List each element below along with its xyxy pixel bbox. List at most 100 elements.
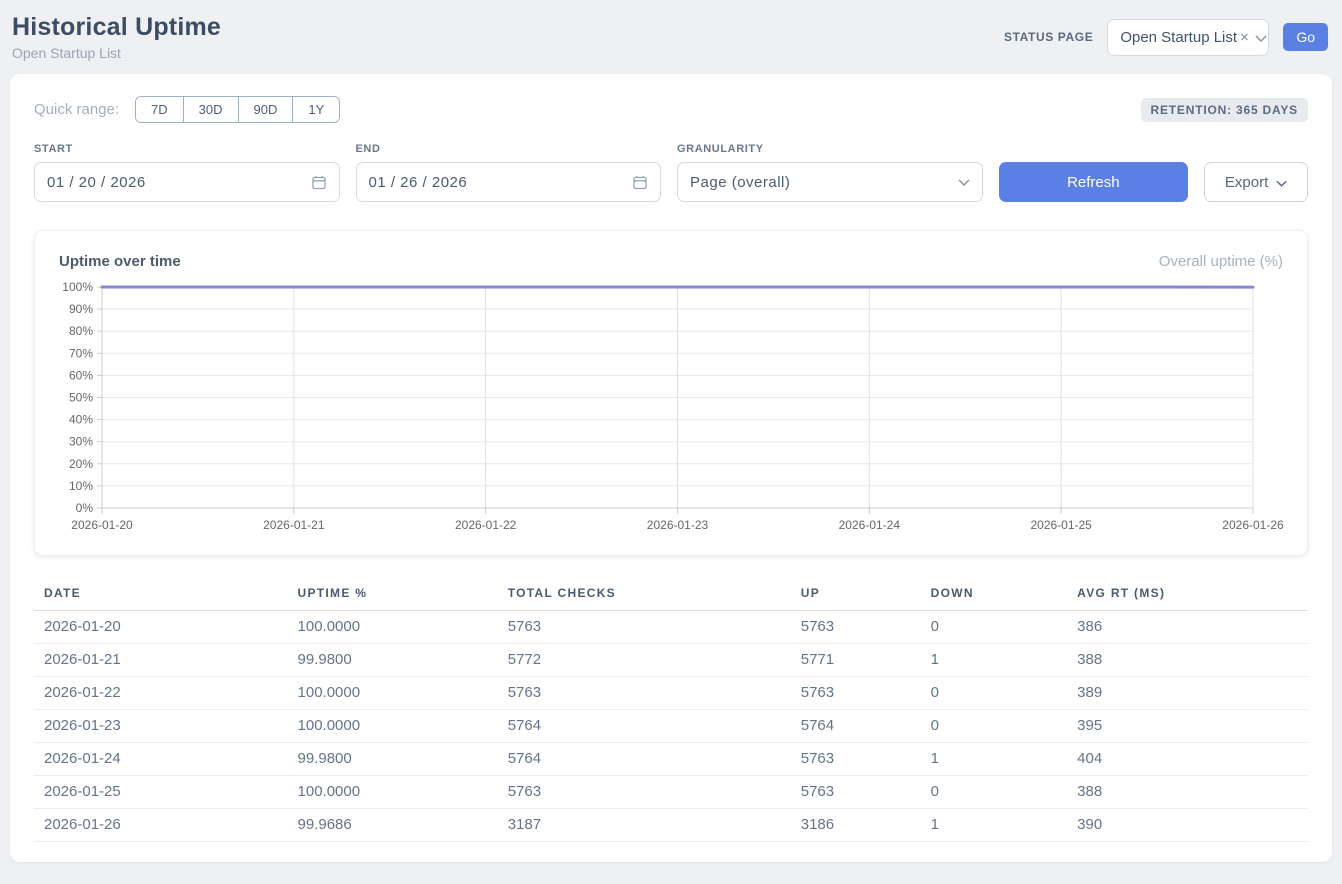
table-row: 2026-01-21 99.9800 5772 5771 1 388	[34, 643, 1308, 677]
x-tick-label: 2026-01-26	[1222, 518, 1284, 532]
table-cell: 5763	[790, 775, 921, 809]
fields-row: START 01 / 20 / 2026 END 01 / 26 / 2026 …	[34, 143, 1309, 202]
table-cell: 0	[920, 775, 1068, 809]
granularity-label: GRANULARITY	[677, 143, 764, 155]
table-cell: 100.0000	[287, 775, 498, 809]
start-date-input[interactable]: 01 / 20 / 2026	[34, 162, 340, 202]
x-tick-label: 2026-01-23	[647, 518, 709, 532]
table-cell: 5772	[497, 643, 791, 677]
table-cell: 5763	[497, 610, 791, 644]
table-row: 2026-01-20 100.0000 5763 5763 0 386	[34, 610, 1308, 644]
column-header: DOWN	[920, 578, 1068, 611]
table-cell: 1	[920, 742, 1068, 776]
table-row: 2026-01-22 100.0000 5763 5763 0 389	[34, 676, 1308, 710]
table-cell: 5764	[497, 742, 791, 776]
table-cell: 99.9800	[287, 643, 498, 677]
y-tick-label: 30%	[69, 435, 93, 449]
quick-range-30d[interactable]: 30D	[183, 97, 239, 122]
page-title: Historical Uptime	[12, 13, 222, 41]
column-header: DATE	[34, 578, 288, 611]
table-cell: 388	[1067, 643, 1308, 677]
start-field-group: START 01 / 20 / 2026	[34, 143, 340, 202]
table-cell: 0	[920, 676, 1068, 710]
x-tick-label: 2026-01-24	[839, 518, 901, 532]
table-cell: 2026-01-21	[34, 643, 288, 677]
chevron-down-icon	[1255, 29, 1267, 46]
x-tick-label: 2026-01-21	[263, 518, 325, 532]
table-cell: 395	[1067, 709, 1308, 743]
table-cell: 2026-01-22	[34, 676, 288, 710]
quick-range-group: 7D 30D 90D 1Y	[135, 96, 341, 123]
table-cell: 3186	[790, 808, 921, 842]
x-tick-label: 2026-01-25	[1030, 518, 1092, 532]
calendar-icon[interactable]	[311, 174, 327, 190]
export-button[interactable]: Export	[1204, 162, 1309, 202]
quick-range-label: Quick range:	[34, 101, 120, 118]
chart-legend: Overall uptime (%)	[1158, 253, 1283, 270]
chart-header: Uptime over time Overall uptime (%)	[59, 253, 1283, 270]
start-label: START	[34, 143, 73, 155]
chart-title: Uptime over time	[59, 253, 181, 270]
y-tick-label: 20%	[69, 457, 93, 471]
y-tick-label: 80%	[69, 324, 93, 338]
table-row: 2026-01-25 100.0000 5763 5763 0 388	[34, 775, 1308, 809]
table-cell: 390	[1067, 808, 1308, 842]
uptime-table: DATE UPTIME % TOTAL CHECKS UP DOWN AVG RT (MS…	[34, 578, 1308, 842]
y-tick-label: 70%	[69, 346, 93, 360]
go-button[interactable]: Go	[1283, 23, 1328, 51]
granularity-select[interactable]: Page (overall)	[677, 162, 983, 202]
table-cell: 99.9800	[287, 742, 498, 776]
title-block: Historical Uptime Open Startup List	[12, 13, 221, 61]
table-cell: 100.0000	[287, 676, 498, 710]
chevron-down-icon	[957, 178, 970, 186]
page-subtitle: Open Startup List	[12, 45, 121, 61]
end-label: END	[355, 143, 381, 155]
table-cell: 100.0000	[287, 610, 498, 644]
y-tick-label: 50%	[69, 391, 93, 405]
start-date-value: 01 / 20 / 2026	[47, 173, 146, 191]
export-button-label: Export	[1224, 173, 1269, 191]
chevron-down-icon	[1276, 174, 1287, 191]
end-date-input[interactable]: 01 / 26 / 2026	[355, 162, 661, 202]
quick-range-row: Quick range: 7D 30D 90D 1Y RETENTION: 36…	[34, 96, 1308, 123]
y-tick-label: 10%	[69, 479, 93, 493]
refresh-button[interactable]: Refresh	[998, 162, 1189, 202]
table-cell: 2026-01-20	[34, 610, 288, 644]
main-panel: Quick range: 7D 30D 90D 1Y RETENTION: 36…	[10, 74, 1332, 862]
retention-badge: RETENTION: 365 DAYS	[1140, 97, 1308, 122]
quick-range-1y[interactable]: 1Y	[293, 97, 340, 122]
y-tick-label: 90%	[69, 302, 93, 316]
status-page-selected-value: Open Startup List	[1120, 28, 1238, 46]
y-tick-label: 40%	[69, 413, 93, 427]
quick-range-90d[interactable]: 90D	[238, 97, 294, 122]
table-cell: 5763	[790, 742, 921, 776]
table-header-row: DATE UPTIME % TOTAL CHECKS UP DOWN AVG RT (MS…	[34, 578, 1308, 611]
quick-range-7d[interactable]: 7D	[136, 97, 184, 122]
table-cell: 100.0000	[287, 709, 498, 743]
page-header: Historical Uptime Open Startup List STAT…	[0, 0, 1342, 72]
column-header: AVG RT (MS)	[1067, 578, 1308, 611]
table-cell: 404	[1067, 742, 1308, 776]
table-cell: 5764	[790, 709, 921, 743]
table-cell: 389	[1067, 676, 1308, 710]
table-cell: 5763	[790, 676, 921, 710]
clear-icon[interactable]: ×	[1240, 28, 1249, 46]
y-tick-label: 60%	[69, 368, 93, 382]
status-page-select[interactable]: Open Startup List ×	[1107, 18, 1270, 56]
table-cell: 5763	[497, 775, 791, 809]
table-cell: 2026-01-24	[34, 742, 288, 776]
column-header: UP	[790, 578, 921, 611]
chart-area: 0% 10% 20% 30% 40% 50% 60% 70% 80% 90% 100% 2026-01…	[59, 276, 1284, 541]
end-date-value: 01 / 26 / 2026	[368, 173, 468, 191]
table-cell: 2026-01-23	[34, 709, 288, 743]
end-field-group: END 01 / 26 / 2026	[355, 143, 661, 202]
x-tick-label: 2026-01-20	[71, 518, 133, 532]
table-cell: 5763	[790, 610, 921, 644]
table-cell: 2026-01-25	[34, 775, 288, 809]
table-cell: 5763	[497, 676, 791, 710]
column-header: TOTAL CHECKS	[497, 578, 791, 611]
calendar-icon[interactable]	[632, 174, 648, 190]
y-tick-label: 0%	[76, 501, 94, 515]
granularity-value: Page (overall)	[690, 173, 791, 191]
table-cell: 386	[1067, 610, 1308, 644]
